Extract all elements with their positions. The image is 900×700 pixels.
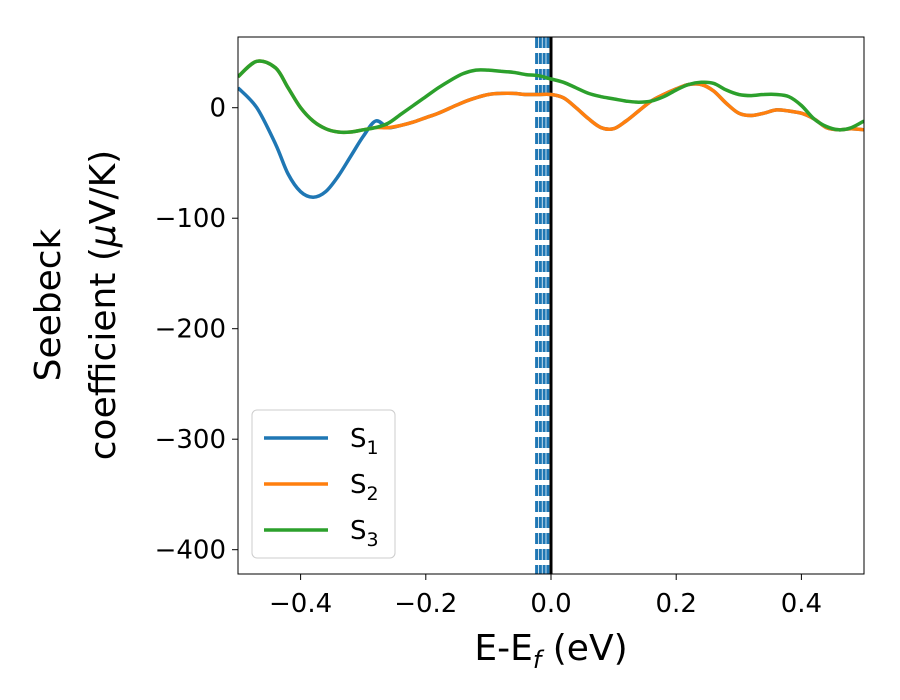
x-axis-ticks: −0.4 −0.2 0.0 0.2 0.4: [269, 574, 822, 619]
x-tick-label: 0.4: [781, 589, 822, 619]
y-tick-label: −300: [155, 425, 226, 455]
x-tick-label: 0.2: [656, 589, 697, 619]
series-line-s3: [238, 59, 864, 135]
x-tick-label: −0.2: [394, 589, 457, 619]
x-tick-label: −0.4: [269, 589, 332, 619]
y-axis-label-line1: Seebeck: [28, 228, 69, 381]
x-tick-label: 0.0: [530, 589, 571, 619]
legend: S1 S2 S3: [251, 409, 396, 559]
y-axis-ticks: 0 −100 −200 −300 −400: [155, 94, 238, 566]
legend-label-s1: S1: [350, 424, 379, 459]
legend-label-s3: S3: [350, 516, 379, 551]
y-tick-label: −400: [155, 536, 226, 566]
legend-label-s2: S2: [350, 470, 379, 505]
y-axis-label: Seebeck coefficient (μV/K): [28, 150, 124, 460]
x-axis-label: E-Ef (eV): [474, 628, 627, 674]
y-axis-label-line2: coefficient (μV/K): [83, 150, 124, 460]
y-tick-label: −200: [155, 315, 226, 345]
vertical-lines-group: [535, 37, 553, 574]
y-tick-label: 0: [209, 94, 226, 124]
y-tick-label: −100: [155, 204, 226, 234]
series-lines-group: [238, 59, 864, 199]
